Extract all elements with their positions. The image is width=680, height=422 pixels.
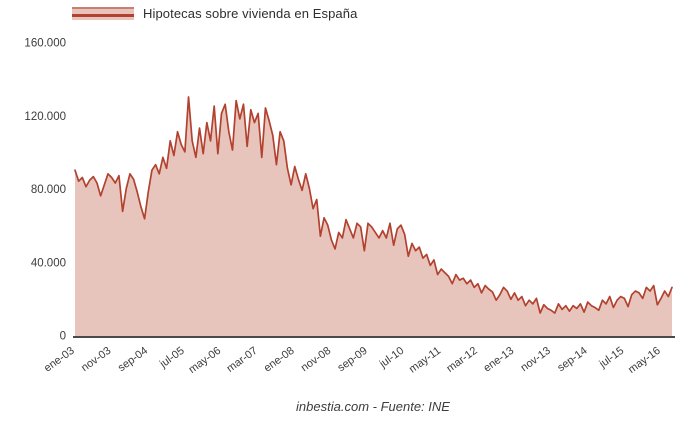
x-tick-label: may-06: [187, 345, 224, 376]
x-tick-label: mar-07: [225, 345, 260, 375]
x-tick-label: nov-13: [519, 345, 553, 374]
area-fill: [75, 96, 672, 336]
legend: Hipotecas sobre vivienda en España: [72, 6, 357, 21]
x-tick-label: ene-08: [262, 345, 297, 375]
x-tick-label: sep-09: [335, 345, 369, 374]
series-line: [74, 96, 673, 314]
y-tick-label: 40.000: [31, 257, 66, 269]
y-tick-label: 120.000: [24, 111, 66, 123]
legend-label: Hipotecas sobre vivienda en España: [143, 6, 358, 21]
x-tick-label: sep-14: [555, 345, 589, 374]
x-tick-label: may-16: [626, 345, 663, 376]
x-tick-label: may-11: [407, 345, 443, 376]
x-tick-label: ene-13: [481, 345, 516, 375]
x-tick-label: nov-08: [299, 345, 333, 374]
x-tick-label: ene-03: [42, 345, 77, 375]
legend-line-icon: [72, 13, 134, 17]
legend-area-swatch-icon: [72, 7, 134, 20]
x-tick-label: jul-10: [377, 345, 407, 371]
x-tick-label: sep-04: [116, 345, 150, 374]
x-tick-label: jul-15: [597, 345, 627, 371]
y-tick-label: 80.000: [31, 184, 66, 196]
x-tick-label: mar-12: [444, 345, 479, 375]
y-tick-label: 160.000: [24, 38, 66, 50]
x-tick-label: nov-03: [79, 345, 113, 374]
source-note: inbestia.com - Fuente: INE: [296, 399, 450, 414]
y-tick-label: 0: [60, 331, 66, 343]
x-tick-label: jul-05: [157, 345, 187, 371]
